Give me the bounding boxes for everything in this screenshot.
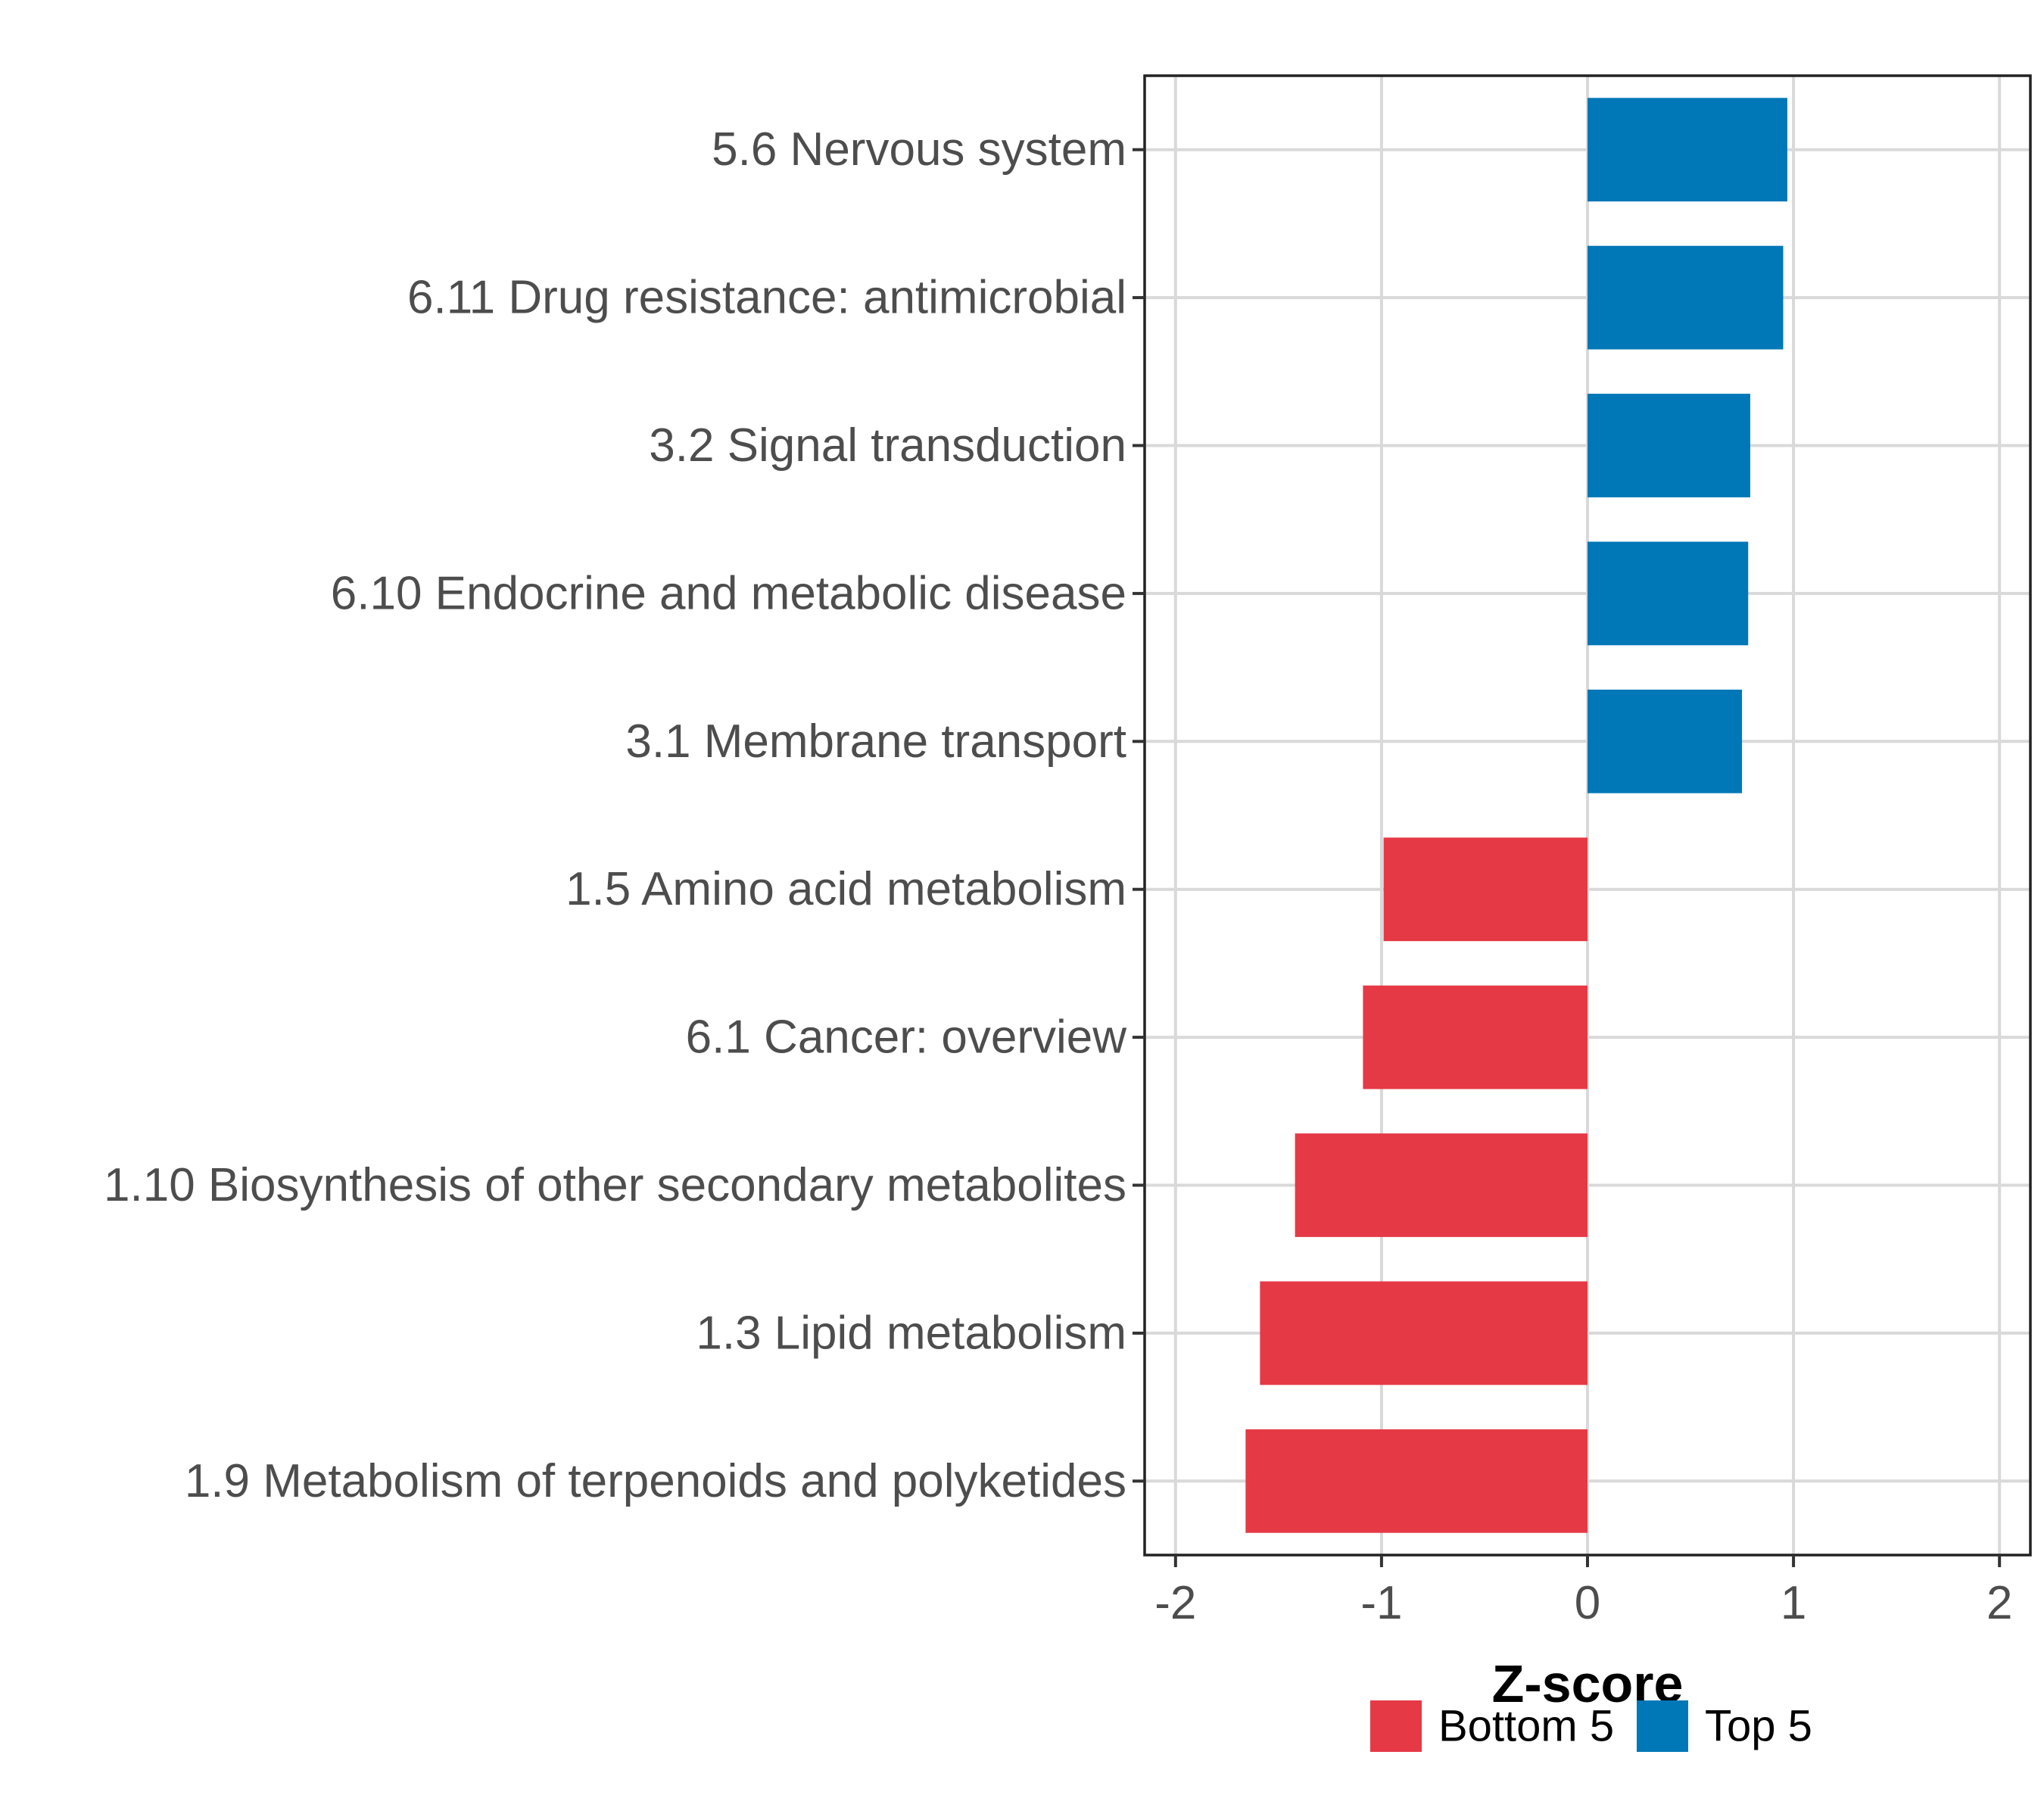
- x-tick-label: 0: [1575, 1577, 1600, 1629]
- category-label: 3.1 Membrane transport: [625, 715, 1126, 768]
- bar-3-1-membrane-transport: [1588, 689, 1743, 793]
- x-tick-label: 2: [1986, 1577, 2012, 1629]
- bar-layer: [1245, 98, 1787, 1533]
- legend-swatch-top-5: [1637, 1700, 1688, 1752]
- category-label: 1.10 Biosynthesis of other secondary met…: [104, 1159, 1126, 1211]
- legend-label-bottom-5: Bottom 5: [1438, 1702, 1614, 1751]
- bar-1-5-amino-acid-metabolism: [1383, 837, 1588, 942]
- legend-swatch-bottom-5: [1370, 1700, 1422, 1752]
- bar-3-2-signal-transduction: [1588, 394, 1750, 497]
- bar-1-3-lipid-metabolism: [1260, 1281, 1588, 1385]
- category-label: 1.9 Metabolism of terpenoids and polyket…: [185, 1455, 1126, 1507]
- bar-1-9-metabolism-of-terpenoids-and-polyketides: [1245, 1429, 1588, 1533]
- legend: Bottom 5 Top 5: [1370, 1700, 1812, 1752]
- bar-6-11-drug-resistance-antimicrobial: [1588, 245, 1784, 350]
- legend-label-top-5: Top 5: [1705, 1702, 1812, 1751]
- x-axis: -2 -1 0 1 2: [1154, 1555, 2012, 1629]
- bar-1-10-biosynthesis-of-other-secondary-metabolites: [1295, 1133, 1588, 1237]
- x-tick-label: -2: [1154, 1577, 1196, 1629]
- category-label: 6.11 Drug resistance: antimicrobial: [407, 272, 1126, 324]
- category-label: 6.10 Endocrine and metabolic disease: [331, 567, 1126, 619]
- category-label: 6.1 Cancer: overview: [686, 1011, 1127, 1064]
- bar-6-10-endocrine-and-metabolic-disease: [1588, 541, 1749, 646]
- bar-6-1-cancer-overview: [1363, 985, 1588, 1089]
- bar-5-6-nervous-system: [1588, 98, 1787, 202]
- category-label: 1.3 Lipid metabolism: [696, 1307, 1126, 1359]
- x-tick-label: 1: [1781, 1577, 1806, 1629]
- category-label: 1.5 Amino acid metabolism: [566, 863, 1126, 915]
- category-label: 5.6 Nervous system: [712, 123, 1126, 176]
- x-tick-label: -1: [1360, 1577, 1402, 1629]
- y-axis: 5.6 Nervous system 6.11 Drug resistance: …: [104, 123, 1145, 1507]
- category-label: 3.2 Signal transduction: [649, 419, 1126, 472]
